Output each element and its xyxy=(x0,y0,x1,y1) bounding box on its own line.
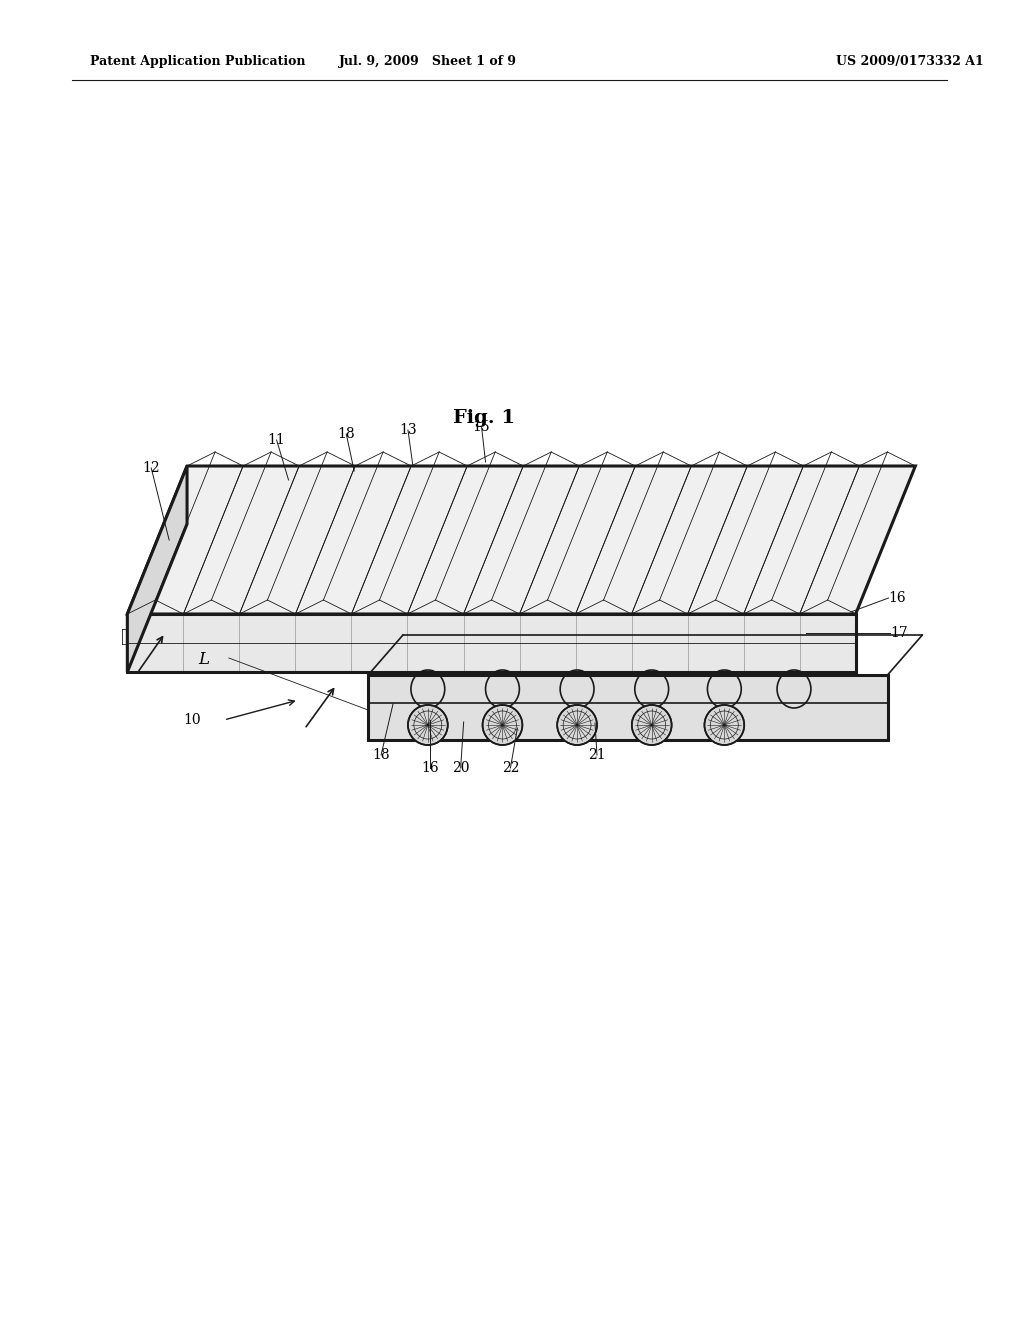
Circle shape xyxy=(557,705,597,744)
Text: Patent Application Publication: Patent Application Publication xyxy=(89,55,305,69)
Circle shape xyxy=(632,705,672,744)
Text: 18: 18 xyxy=(373,748,390,762)
Polygon shape xyxy=(127,614,856,672)
Circle shape xyxy=(408,705,447,744)
Circle shape xyxy=(482,705,522,744)
Text: 13: 13 xyxy=(399,422,417,437)
Text: 15: 15 xyxy=(473,420,490,434)
Text: US 2009/0173332 A1: US 2009/0173332 A1 xyxy=(836,55,983,69)
Polygon shape xyxy=(369,675,888,741)
Text: 16: 16 xyxy=(421,762,438,775)
Text: 22: 22 xyxy=(502,762,519,775)
Text: 16: 16 xyxy=(889,591,906,605)
Circle shape xyxy=(705,705,744,744)
Text: 18: 18 xyxy=(338,426,355,441)
Text: 11: 11 xyxy=(267,433,286,447)
Text: Fig. 1: Fig. 1 xyxy=(454,409,516,426)
Text: 12: 12 xyxy=(142,461,160,475)
Text: Jul. 9, 2009   Sheet 1 of 9: Jul. 9, 2009 Sheet 1 of 9 xyxy=(339,55,517,69)
Text: 10: 10 xyxy=(183,713,201,727)
Text: L: L xyxy=(199,652,210,668)
Polygon shape xyxy=(127,466,187,672)
Text: 20: 20 xyxy=(452,762,469,775)
Text: 21: 21 xyxy=(588,748,606,762)
Polygon shape xyxy=(127,466,915,614)
Text: 17: 17 xyxy=(891,626,908,640)
